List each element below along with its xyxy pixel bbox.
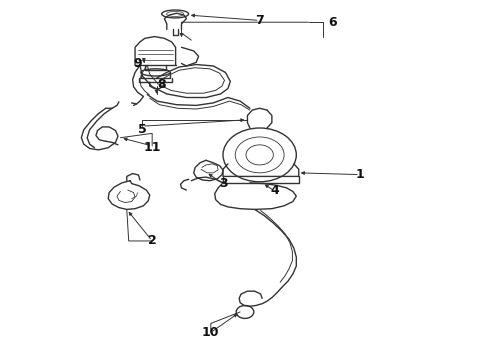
- Text: 4: 4: [270, 184, 279, 197]
- Text: 9: 9: [133, 57, 142, 70]
- Text: 3: 3: [219, 177, 227, 190]
- Text: 11: 11: [144, 141, 161, 154]
- Text: 6: 6: [329, 16, 337, 29]
- Text: 10: 10: [202, 326, 220, 339]
- Text: 8: 8: [158, 78, 166, 91]
- Text: 5: 5: [138, 123, 147, 136]
- Text: 7: 7: [255, 14, 264, 27]
- Text: 1: 1: [355, 168, 364, 181]
- Text: 2: 2: [148, 234, 156, 247]
